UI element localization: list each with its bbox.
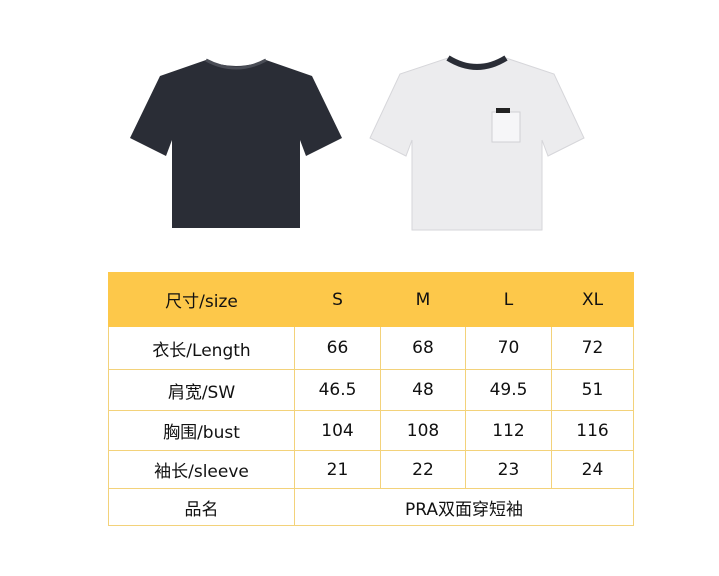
header-cell: S [294,272,381,327]
row-label: 衣长/Length [108,326,295,370]
cell: 51 [551,369,634,411]
row-label: 肩宽/SW [108,369,295,411]
cell: 72 [551,326,634,370]
table-row: 衣长/Length 66 68 70 72 [108,326,634,370]
cell: 22 [380,450,466,489]
cell: 104 [294,410,381,451]
header-cell: M [380,272,466,327]
table-row: 肩宽/SW 46.5 48 49.5 51 [108,369,634,411]
cell: 49.5 [465,369,552,411]
row-label: 袖长/sleeve [108,450,295,489]
cell: 46.5 [294,369,381,411]
cell: 68 [380,326,466,370]
cell: 70 [465,326,552,370]
dark-tshirt-image [130,58,342,228]
cell: 48 [380,369,466,411]
product-label: 品名 [108,488,295,526]
size-chart-table: 尺寸/size S M L XL 衣长/Length 66 68 70 72 肩… [108,272,634,526]
cell: 108 [380,410,466,451]
header-cell: 尺寸/size [108,272,295,327]
header-cell: XL [551,272,634,327]
white-tshirt-image [369,55,585,231]
cell: 116 [551,410,634,451]
table-header-row: 尺寸/size S M L XL [108,272,634,327]
table-row: 胸围/bust 104 108 112 116 [108,410,634,451]
cell: 23 [465,450,552,489]
row-label: 胸围/bust [108,410,295,451]
cell: 66 [294,326,381,370]
product-name: PRA双面穿短袖 [294,488,634,526]
cell: 21 [294,450,381,489]
cell: 112 [465,410,552,451]
table-row: 袖长/sleeve 21 22 23 24 [108,450,634,489]
cell: 24 [551,450,634,489]
header-cell: L [465,272,552,327]
product-name-row: 品名 PRA双面穿短袖 [108,488,634,526]
